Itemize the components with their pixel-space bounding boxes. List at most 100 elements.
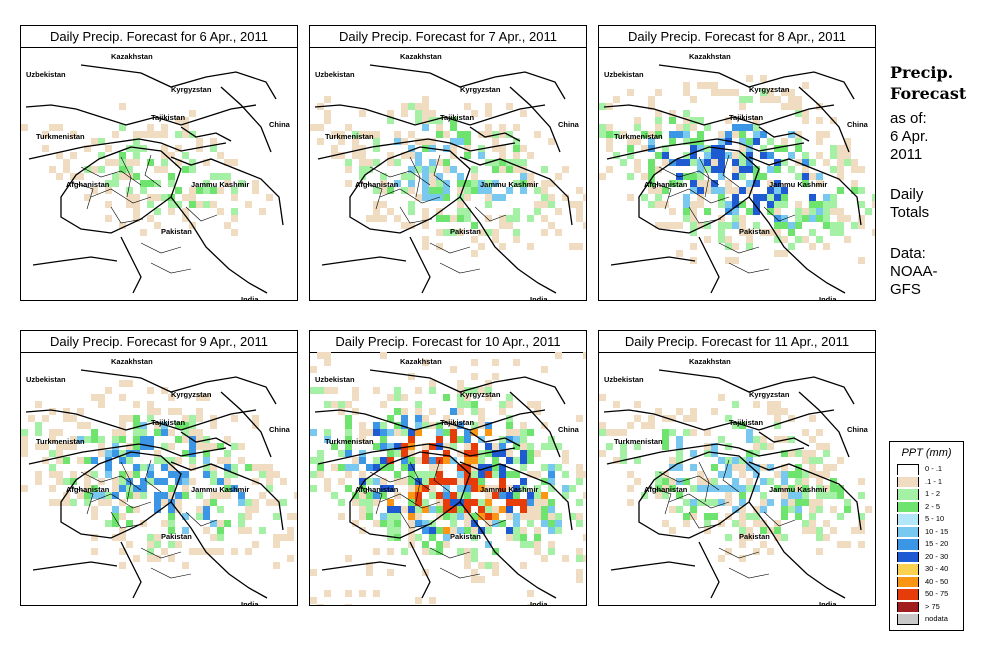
precip-cell (816, 138, 823, 145)
precip-cell (520, 187, 527, 194)
precip-cell (359, 506, 366, 513)
precip-cell (182, 166, 189, 173)
precip-cell (49, 429, 56, 436)
precip-cell (359, 429, 366, 436)
precip-cell (408, 131, 415, 138)
precip-cell (767, 464, 774, 471)
country-label: Pakistan (450, 532, 481, 541)
precip-cell (49, 464, 56, 471)
precip-cell (147, 387, 154, 394)
precip-cell (331, 131, 338, 138)
precip-cell (140, 131, 147, 138)
country-border (638, 451, 760, 539)
precip-cell (429, 520, 436, 527)
precip-cell (210, 187, 217, 194)
precip-cell (746, 159, 753, 166)
precip-cell (478, 506, 485, 513)
precip-cell (429, 194, 436, 201)
precip-cell (380, 401, 387, 408)
precip-cell (429, 597, 436, 604)
precip-cell (408, 478, 415, 485)
precip-cell (541, 229, 548, 236)
precip-cell (175, 408, 182, 415)
precip-cell (56, 499, 63, 506)
precip-cell (168, 394, 175, 401)
precip-cell (175, 422, 182, 429)
precip-cell (576, 471, 583, 478)
precip-cell (711, 408, 718, 415)
country-border (180, 126, 232, 142)
precip-cell (373, 215, 380, 222)
precip-cell (520, 110, 527, 117)
precip-cell (429, 110, 436, 117)
precip-cell (704, 166, 711, 173)
precip-cell (429, 166, 436, 173)
precip-cell (182, 436, 189, 443)
country-border (459, 501, 557, 599)
precip-cell (154, 450, 161, 457)
precip-cell (401, 422, 408, 429)
province-border (110, 511, 144, 529)
precip-cell (366, 513, 373, 520)
country-border (170, 501, 268, 599)
precip-cell (576, 548, 583, 555)
precip-cell (534, 131, 541, 138)
precip-cell (98, 166, 105, 173)
precip-cell (746, 75, 753, 82)
precip-cell (422, 471, 429, 478)
precip-cell (182, 131, 189, 138)
precip-cell (760, 506, 767, 513)
precip-cell (189, 110, 196, 117)
precip-cell (366, 131, 373, 138)
country-border (409, 541, 431, 599)
precip-cell (77, 408, 84, 415)
precip-cell (648, 187, 655, 194)
precip-cell (408, 485, 415, 492)
precip-cell (506, 401, 513, 408)
precip-cell (464, 499, 471, 506)
precip-cell (816, 527, 823, 534)
precip-cell (823, 222, 830, 229)
precip-cell (345, 604, 352, 605)
precip-cell (513, 152, 520, 159)
precip-cell (259, 208, 266, 215)
precip-cell (112, 513, 119, 520)
precip-cell (739, 534, 746, 541)
precip-cell (56, 152, 63, 159)
precip-cell (203, 527, 210, 534)
precip-cell (513, 359, 520, 366)
precip-cell (732, 222, 739, 229)
precip-cell (373, 464, 380, 471)
country-border (758, 431, 810, 447)
precip-cell (816, 131, 823, 138)
precip-cell (627, 422, 634, 429)
precip-cell (189, 194, 196, 201)
precip-cell (816, 485, 823, 492)
precip-cell (366, 166, 373, 173)
precip-cell (105, 387, 112, 394)
precip-cell (837, 229, 844, 236)
precip-cell (513, 124, 520, 131)
precip-cell (189, 415, 196, 422)
precip-cell (781, 513, 788, 520)
precip-cell (310, 429, 317, 436)
precip-cell (154, 457, 161, 464)
precip-cell (788, 485, 795, 492)
precip-cell (443, 131, 450, 138)
precip-cell (324, 590, 331, 597)
precip-cell (690, 450, 697, 457)
precip-cell (492, 457, 499, 464)
precip-cell (548, 485, 555, 492)
precip-cell (781, 499, 788, 506)
precip-cell (471, 457, 478, 464)
precip-cell (238, 443, 245, 450)
precip-cell (112, 173, 119, 180)
precip-cell (732, 506, 739, 513)
precip-cell (704, 499, 711, 506)
precip-cell (387, 520, 394, 527)
precip-cell (42, 131, 49, 138)
precip-cell (858, 222, 865, 229)
precip-cell (280, 534, 287, 541)
precip-cell (641, 131, 648, 138)
precip-cell (753, 208, 760, 215)
